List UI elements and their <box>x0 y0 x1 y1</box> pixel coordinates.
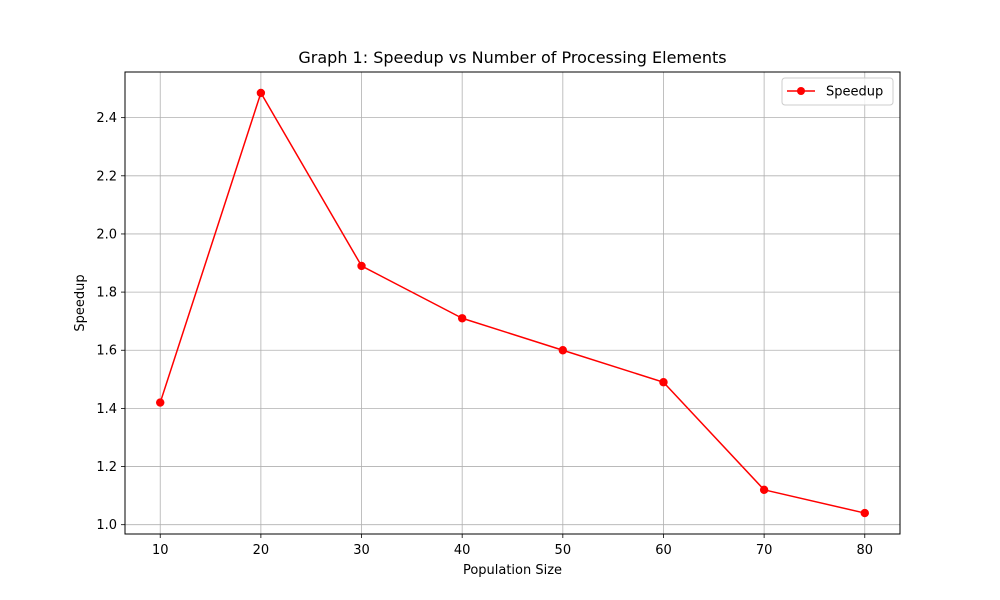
x-axis-label: Population Size <box>463 563 562 578</box>
x-tick-label: 20 <box>253 543 270 558</box>
y-tick-label: 1.2 <box>96 460 117 475</box>
ticks: 10 20 30 40 50 60 70 80 1.0 1.2 1.4 1.6 1.8 2.0 2.2 2.4 <box>96 111 873 558</box>
data-point <box>860 508 869 518</box>
x-tick-label: 30 <box>353 543 370 558</box>
series-layer <box>156 88 869 518</box>
x-tick-label: 60 <box>655 543 672 558</box>
data-point <box>156 398 165 407</box>
chart-title: Graph 1: Speedup vs Number of Processing… <box>298 48 726 67</box>
x-tick-label: 10 <box>152 543 169 558</box>
series-line <box>159 92 865 514</box>
x-tick-label: 40 <box>454 543 471 558</box>
legend: Speedup <box>781 77 894 106</box>
x-tick-label: 80 <box>856 543 873 558</box>
grid <box>125 72 900 534</box>
data-point <box>357 261 366 271</box>
plot-frame <box>124 71 901 535</box>
x-tick-label: 70 <box>756 543 773 558</box>
y-tick-label: 1.0 <box>96 518 117 533</box>
y-tick-label: 1.8 <box>96 286 117 301</box>
data-point <box>457 314 467 323</box>
y-axis-label: Speedup <box>73 274 88 331</box>
y-tick-label: 2.4 <box>96 111 117 126</box>
data-point <box>558 346 568 355</box>
legend-box <box>781 77 894 106</box>
data-point <box>759 485 769 495</box>
data-point <box>256 88 266 98</box>
y-tick-label: 1.6 <box>96 344 117 359</box>
y-tick-label: 1.4 <box>96 402 117 417</box>
x-tick-label: 50 <box>555 543 572 558</box>
y-tick-label: 2.0 <box>96 227 117 242</box>
legend-marker <box>797 87 805 95</box>
data-point <box>659 378 668 387</box>
y-tick-label: 2.2 <box>96 169 117 184</box>
legend-label: Speedup <box>826 85 883 100</box>
